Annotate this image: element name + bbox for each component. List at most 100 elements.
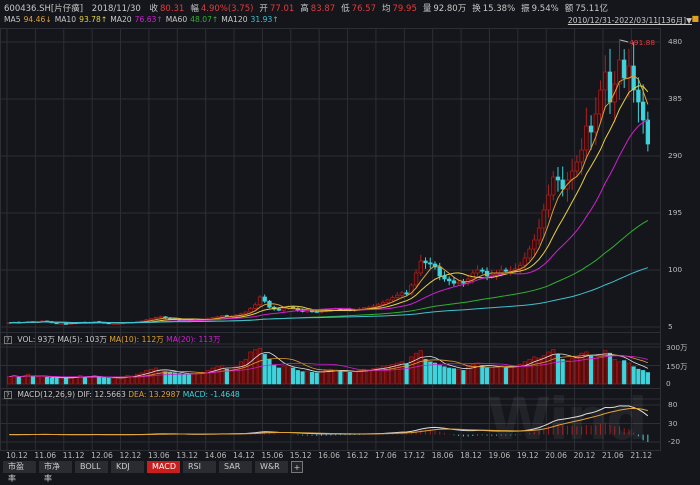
price-tick-label: 100: [668, 265, 683, 274]
volume-bar: [413, 352, 419, 385]
tab-rsi[interactable]: RSI: [183, 461, 216, 473]
volume-bar: [541, 355, 546, 385]
volume-bar: [399, 361, 404, 385]
candle-down: [622, 59, 627, 79]
tab-市净率[interactable]: 市净率: [39, 461, 72, 483]
kline-chart[interactable]: 491.88: [0, 0, 700, 475]
candle-up: [281, 308, 286, 311]
candle-down: [640, 101, 646, 121]
candle-up: [456, 281, 461, 284]
volume-bar: [191, 373, 196, 385]
volume-bar: [276, 367, 282, 385]
candle-up: [215, 316, 220, 319]
volume-bar: [470, 363, 475, 385]
volume-bar: [97, 377, 102, 385]
candle-up: [253, 304, 258, 309]
ma-line-ma5: [9, 75, 649, 324]
vol-ma10: MA(10): 112万: [109, 335, 164, 344]
ma-line-ma60: [9, 220, 649, 324]
candle-up: [536, 227, 542, 241]
ma-line-ma10: [9, 85, 649, 324]
x-tick-label: 15.06: [261, 451, 284, 460]
volume-bar: [16, 376, 21, 385]
tab-市盈率[interactable]: 市盈率: [3, 461, 36, 483]
tab-w&r[interactable]: W&R: [255, 461, 288, 473]
volume-bar: [423, 359, 428, 385]
volume-bar: [395, 362, 400, 385]
x-tick-label: 19.12: [516, 451, 539, 460]
tab-boll[interactable]: BOLL: [75, 461, 108, 473]
x-tick-label: 14.06: [204, 451, 227, 460]
volume-bar: [163, 371, 168, 385]
candle-up: [59, 323, 64, 325]
volume-bar: [314, 372, 319, 385]
x-tick-label: 12.12: [119, 451, 142, 460]
volume-bar: [570, 357, 575, 385]
candle-up: [546, 194, 551, 211]
x-tick-label: 18.06: [431, 451, 454, 460]
volume-bar: [442, 366, 447, 385]
volume-bar: [617, 361, 622, 385]
quote-label: 均: [382, 4, 391, 14]
candle-down: [555, 176, 561, 181]
volume-bar: [295, 370, 300, 385]
volume-bar: [574, 356, 579, 385]
volume-bar: [106, 377, 111, 385]
quote-value: 76.57: [351, 4, 376, 14]
quote-value: 83.87: [310, 4, 336, 14]
volume-bar: [11, 375, 17, 385]
x-tick-label: 20.12: [573, 451, 596, 460]
help-icon[interactable]: ?: [4, 336, 12, 344]
candle-up: [153, 317, 159, 319]
tab-macd[interactable]: MACD: [147, 461, 180, 473]
volume-bar: [220, 365, 225, 385]
volume-bar: [305, 370, 310, 385]
volume-bar: [390, 363, 395, 385]
volume-bar: [494, 366, 499, 385]
candle-up: [111, 323, 116, 325]
tab-sar[interactable]: SAR: [219, 461, 252, 473]
volume-bar: [404, 363, 409, 385]
x-tick-label: 18.12: [460, 451, 482, 460]
quote-value: 9.54%: [531, 4, 559, 14]
candle-up: [574, 161, 580, 172]
help-icon[interactable]: ?: [4, 391, 12, 399]
lock-icon[interactable]: ■: [691, 14, 699, 23]
volume-bar: [253, 349, 258, 385]
x-tick-label: 13.06: [147, 451, 170, 460]
volume-bar: [352, 371, 357, 385]
volume-bar: [409, 356, 414, 385]
vol-ma20: MA(20): 113万: [166, 335, 221, 344]
add-indicator-button[interactable]: +: [291, 461, 303, 473]
volume-bar: [63, 377, 69, 385]
x-tick-label: 13.12: [176, 451, 199, 460]
volume-bar: [262, 354, 267, 385]
x-tick-label: 21.06: [601, 451, 624, 460]
volume-bar: [357, 370, 362, 385]
macd-header: ? MACD(12,26,9) DIF: 12.5663 DEA: 13.298…: [4, 390, 240, 399]
tab-kdj[interactable]: KDJ: [111, 461, 144, 473]
candle-down: [607, 71, 613, 103]
volume-bar: [612, 359, 617, 385]
volume-bar: [641, 370, 646, 385]
volume-bar: [499, 365, 504, 385]
candle-up: [513, 268, 518, 271]
volume-header: ? VOL: 93万 MA(5): 103万 MA(10): 112万 MA(2…: [4, 334, 221, 345]
candle-down: [588, 125, 594, 133]
volume-bar: [343, 371, 348, 385]
candle-up: [158, 316, 163, 319]
candle-down: [560, 179, 565, 190]
volume-bar: [366, 369, 371, 385]
volume-bar: [82, 376, 88, 385]
volume-bar: [324, 370, 329, 385]
date-range-selector[interactable]: 2010/12/31-2022/03/11[136月]▼: [567, 16, 692, 25]
quote-date: 2018/11/30: [91, 4, 141, 14]
volume-bar: [182, 373, 187, 385]
volume-bar: [248, 351, 253, 385]
price-tick-label: 195: [668, 208, 683, 217]
volume-bar: [205, 370, 211, 385]
candle-up: [305, 310, 310, 313]
volume-bar: [224, 368, 229, 385]
candle-up: [243, 311, 248, 315]
candle-up: [399, 292, 405, 296]
